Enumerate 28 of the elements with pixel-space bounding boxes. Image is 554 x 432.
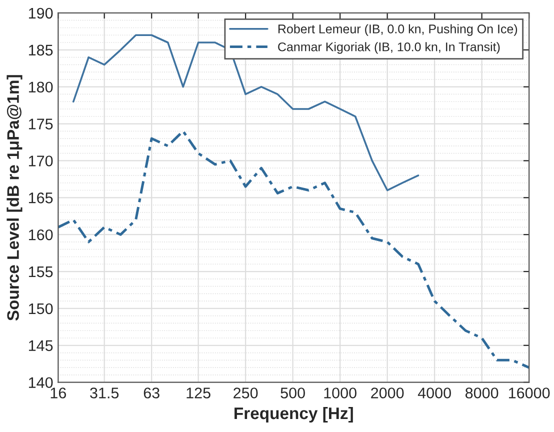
line-series <box>58 130 530 369</box>
y-tick-label: 180 <box>28 82 53 93</box>
y-tick-label: 185 <box>28 44 53 56</box>
x-axis-title: Frequency [Hz] <box>234 406 353 423</box>
x-tick-label: 250 <box>234 388 258 398</box>
line-series <box>72 34 420 192</box>
y-tick-label: 155 <box>28 266 53 278</box>
x-tick-label: 500 <box>280 388 305 398</box>
legend-label: Robert Lemeur (IB, 0.0 kn, Pushing On Ice) <box>278 24 518 36</box>
y-tick-label: 150 <box>28 303 53 314</box>
y-axis-title: Source Level [dB re 1μPa@1m] <box>6 75 22 321</box>
x-tick-label: 16 <box>50 388 66 398</box>
x-tick-label: 8000 <box>465 388 498 398</box>
y-tick-label: 145 <box>28 340 53 352</box>
x-tick-label: 2000 <box>371 388 404 398</box>
y-tick-label: 175 <box>28 118 53 130</box>
y-tick-label: 160 <box>28 229 53 240</box>
y-tick-label: 165 <box>28 192 53 204</box>
x-tick-label: 63 <box>144 388 160 398</box>
x-tick-label: 16000 <box>508 388 550 398</box>
x-tick-label: 31.5 <box>90 388 119 398</box>
legend-label: Canmar Kigoriak (IB, 10.0 kn, In Transit) <box>278 42 500 54</box>
x-tick-label: 4000 <box>418 388 451 398</box>
x-tick-label: 125 <box>186 388 210 398</box>
y-tick-label: 140 <box>28 377 53 388</box>
y-tick-label: 170 <box>28 156 53 166</box>
x-tick-label: 1000 <box>324 388 356 398</box>
y-tick-label: 190 <box>28 8 53 19</box>
